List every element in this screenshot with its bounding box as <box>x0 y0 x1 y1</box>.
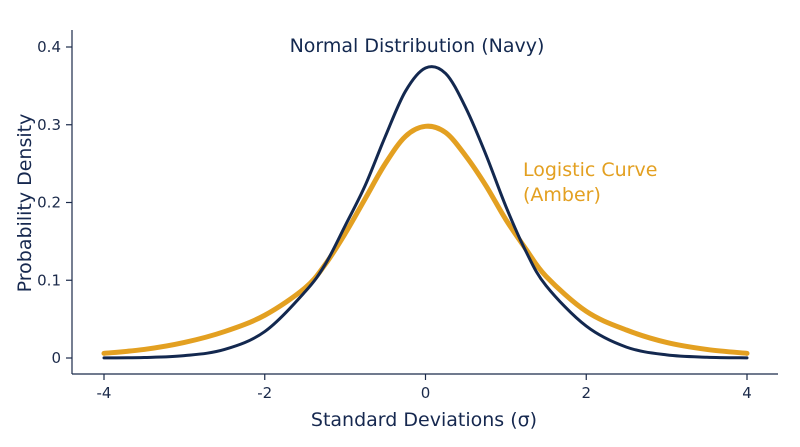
ticks: -4 -2 0 2 4 0 0.1 0.2 0.3 0.4 <box>37 38 752 402</box>
x-tick-label: 0 <box>421 384 431 402</box>
annotation-layer: Normal Distribution (Navy) Logistic Curv… <box>290 35 658 206</box>
normal-curve <box>102 65 749 360</box>
x-tick-label: -2 <box>257 384 272 402</box>
x-axis-title: Standard Deviations (σ) <box>311 409 537 431</box>
y-tick-label: 0 <box>51 349 61 367</box>
annotation-normal: Normal Distribution (Navy) <box>290 35 545 57</box>
y-tick-label: 0.2 <box>37 194 61 212</box>
y-axis-title: Probability Density <box>14 114 36 293</box>
annotation-line: Logistic Curve <box>523 159 657 181</box>
annotation-line: Normal Distribution (Navy) <box>290 35 545 57</box>
x-tick-label: 2 <box>581 384 591 402</box>
x-tick-label: 4 <box>742 384 752 402</box>
annotation-line: (Amber) <box>523 184 601 206</box>
y-tick-label: 0.1 <box>37 271 61 289</box>
x-tick-label: -4 <box>97 384 112 402</box>
axes <box>71 30 778 375</box>
series-layer <box>101 65 750 360</box>
y-tick-label: 0.3 <box>37 116 61 134</box>
annotation-logistic: Logistic Curve (Amber) <box>523 159 657 206</box>
logistic-curve <box>101 123 750 356</box>
y-tick-label: 0.4 <box>37 38 61 56</box>
